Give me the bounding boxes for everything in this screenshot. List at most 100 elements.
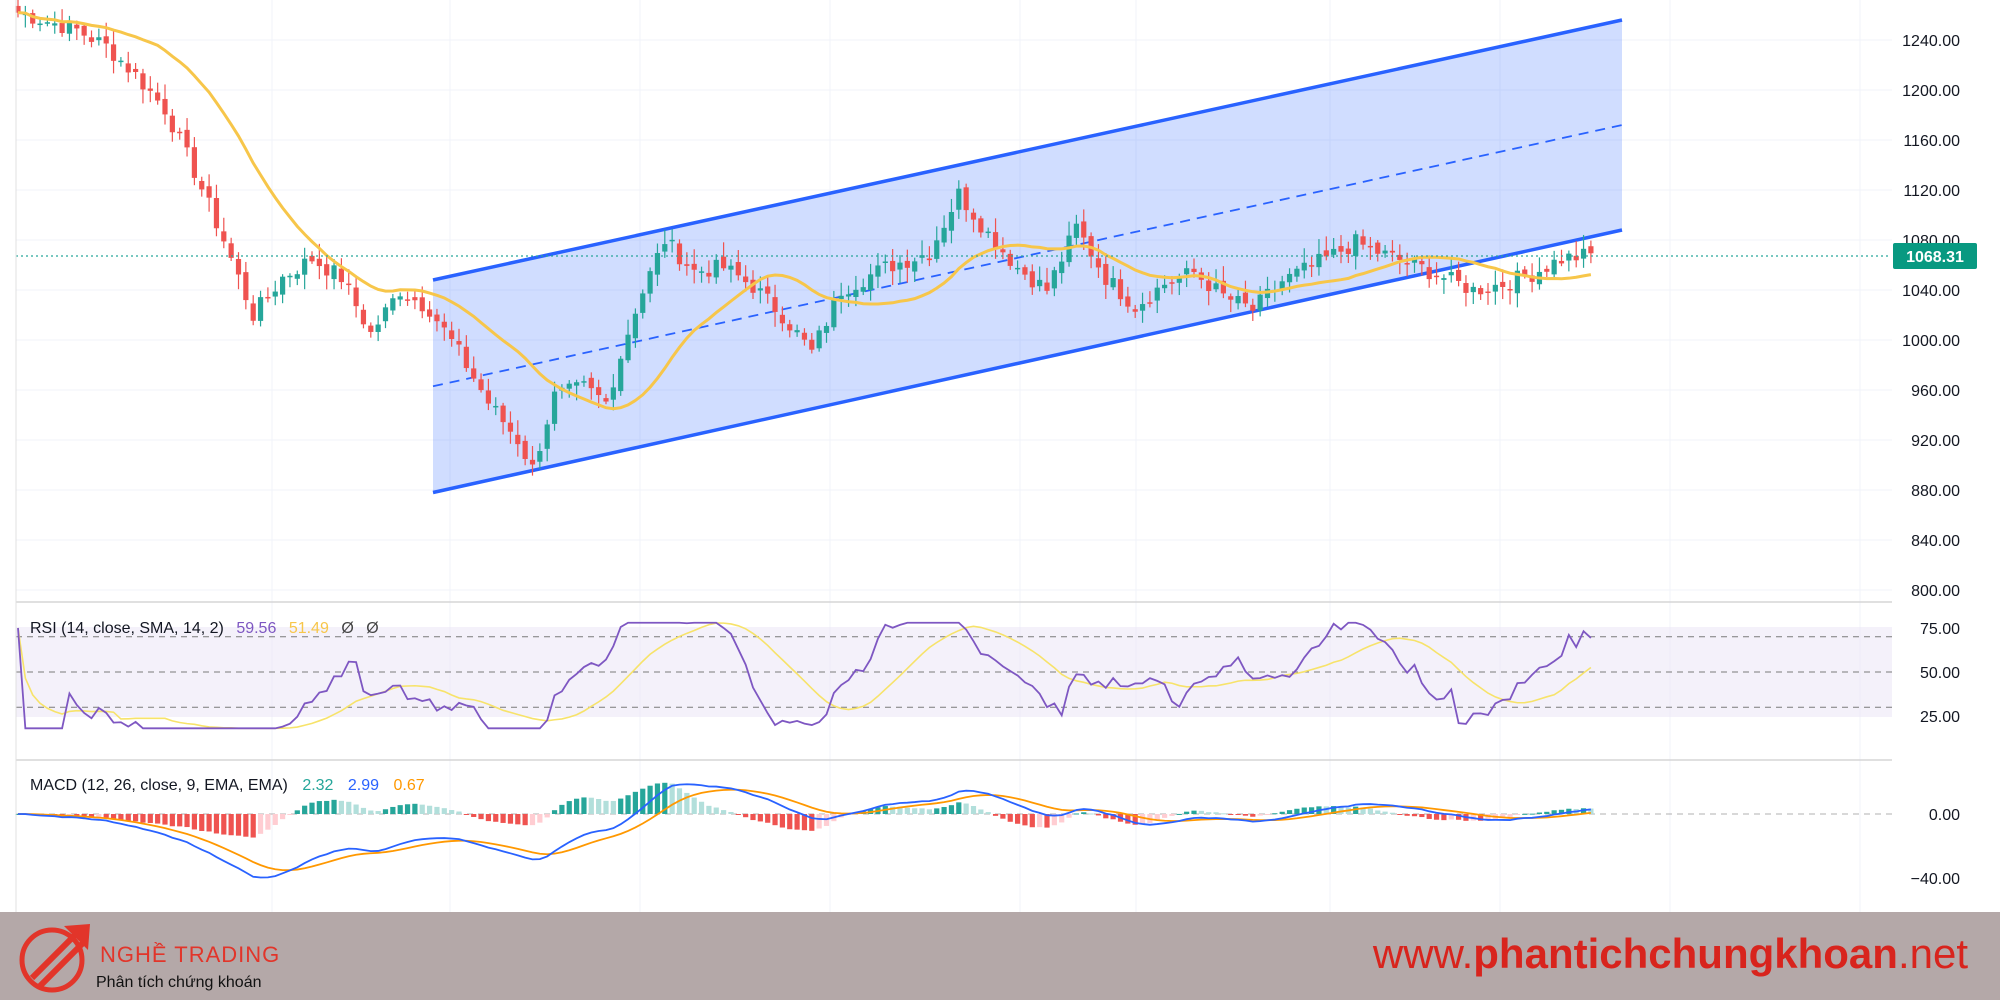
candle-body — [294, 274, 300, 279]
candle-body — [515, 434, 521, 445]
candle-body — [845, 294, 852, 297]
stock-chart[interactable]: 75.00 50.00 25.00 0.00 −40.00 1240.00 1200.0… — [0, 0, 2000, 912]
candle-body — [1389, 250, 1396, 253]
macd-histogram-bar — [1154, 814, 1160, 821]
candle-body — [1367, 245, 1373, 248]
macd-histogram-bar — [890, 806, 896, 814]
macd-histogram-bar — [1132, 814, 1138, 825]
macd-histogram-bar — [1389, 812, 1396, 814]
candle-body — [1573, 255, 1579, 261]
candle-body — [816, 330, 822, 349]
macd-histogram-bar — [1485, 814, 1491, 821]
candle-body — [206, 186, 212, 198]
candle-body — [566, 383, 572, 389]
candle-body — [625, 334, 631, 361]
candle-body — [654, 253, 661, 275]
candle-body — [1073, 223, 1079, 238]
candle-body — [801, 332, 808, 340]
channel-lower-line[interactable] — [432, 228, 1623, 495]
candle-body — [221, 231, 227, 242]
brand-logo-icon — [19, 924, 90, 993]
price-tick-label: 1120.00 — [1903, 183, 1960, 200]
website-url[interactable]: www.phantichchungkhoan.net — [1373, 930, 1968, 978]
candle-body — [353, 287, 359, 307]
macd-histogram-bar — [382, 809, 389, 814]
candle-body — [375, 324, 381, 332]
candle-body — [1485, 291, 1491, 294]
macd-histogram-bar — [1338, 806, 1344, 814]
macd-histogram-bar — [1353, 806, 1359, 814]
candle-body — [904, 260, 910, 268]
candle-body — [640, 293, 646, 313]
candle-body — [1301, 262, 1307, 271]
candle-body — [757, 288, 763, 291]
url-prefix: www. — [1372, 930, 1474, 977]
macd-histogram-bar — [1235, 814, 1241, 815]
macd-histogram-bar — [559, 804, 565, 814]
macd-histogram-bar — [1103, 814, 1109, 819]
candle-body — [59, 22, 65, 34]
macd-legend[interactable]: MACD (12, 26, close, 9, EMA, EMA) 2.32 2… — [30, 777, 425, 794]
url-domain: phantichchungkhoan — [1473, 930, 1898, 977]
candle-body — [1316, 253, 1322, 268]
macd-histogram-bar — [265, 814, 271, 830]
macd-histogram-bar — [1220, 813, 1226, 815]
macd-histogram-bar — [353, 804, 359, 814]
candle-body — [1588, 246, 1594, 254]
macd-histogram-bar — [985, 812, 991, 814]
macd-histogram-bar — [794, 814, 800, 830]
rsi-upper-bb-value: Ø — [341, 620, 353, 637]
candle-body — [1345, 248, 1351, 254]
candle-body — [81, 25, 87, 36]
macd-histogram-bar — [713, 807, 719, 814]
macd-histogram-bar — [1213, 812, 1219, 814]
macd-histogram-bar — [801, 814, 808, 831]
rsi-sma-line — [17, 622, 1592, 730]
candle-body — [500, 405, 506, 423]
candle-body — [177, 131, 183, 134]
candle-body — [868, 274, 874, 290]
macd-histogram-bar — [272, 814, 278, 825]
macd-histogram-bar — [449, 810, 455, 814]
macd-histogram-bar — [243, 814, 249, 837]
macd-histogram-bar — [88, 814, 95, 818]
macd-histogram-bar — [1162, 814, 1168, 818]
rsi-legend[interactable]: RSI (14, close, SMA, 14, 2) 59.56 51.49 … — [30, 620, 379, 637]
candle-body — [897, 262, 903, 270]
macd-histogram-bar — [1286, 810, 1293, 814]
macd-histogram-bar — [1110, 814, 1116, 820]
candle-body — [1323, 250, 1329, 257]
candle-body — [1147, 302, 1153, 304]
current-price-badge — [1893, 243, 1977, 269]
candle-body — [52, 23, 58, 26]
candle-body — [860, 287, 866, 292]
candle-body — [632, 313, 638, 339]
candle-body — [618, 358, 624, 392]
candle-body — [471, 368, 477, 379]
candle-body — [169, 115, 175, 133]
macd-histogram-bar — [74, 814, 80, 817]
rsi-tick-label: 25.00 — [1920, 709, 1960, 726]
candle-body — [1353, 234, 1359, 257]
macd-histogram-bar — [1448, 814, 1454, 820]
candle-body — [875, 265, 881, 277]
candle-body — [970, 212, 977, 220]
macd-histogram-bar — [250, 814, 256, 838]
candle-body — [287, 275, 293, 278]
candle-body — [882, 261, 888, 263]
candle-body — [265, 296, 271, 299]
macd-histogram-bar — [735, 814, 741, 815]
macd-histogram-bar — [412, 803, 418, 814]
channel-upper-line[interactable] — [432, 18, 1623, 282]
macd-histogram-bar — [1580, 808, 1587, 814]
macd-histogram-bar — [654, 783, 661, 814]
macd-histogram-bar — [1066, 814, 1072, 818]
macd-histogram-bar — [1051, 814, 1057, 826]
candle-body — [1132, 309, 1138, 312]
macd-histogram-bar — [500, 814, 506, 823]
macd-histogram-bar — [662, 782, 668, 814]
candle-body — [926, 258, 932, 261]
macd-histogram-bar — [199, 814, 205, 831]
candle-body — [88, 37, 95, 42]
macd-histogram-bar — [992, 814, 999, 816]
